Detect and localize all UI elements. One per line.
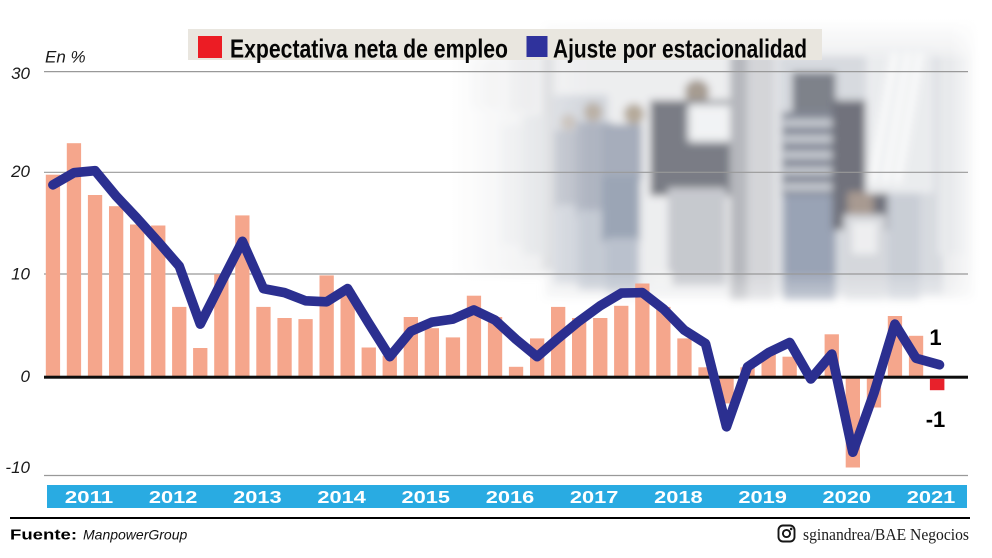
svg-text:2019: 2019 <box>738 487 787 507</box>
svg-text:2011: 2011 <box>65 487 114 507</box>
svg-text:2020: 2020 <box>823 487 872 507</box>
svg-text:2017: 2017 <box>570 487 619 507</box>
svg-text:1: 1 <box>929 325 941 350</box>
svg-text:10: 10 <box>11 265 30 284</box>
svg-text:Ajuste por estacionalidad: Ajuste por estacionalidad <box>553 33 807 63</box>
svg-text:Expectativa neta de empleo: Expectativa neta de empleo <box>230 33 508 63</box>
svg-text:2016: 2016 <box>486 487 535 507</box>
svg-text:0: 0 <box>21 367 31 386</box>
svg-text:30: 30 <box>11 64 30 83</box>
svg-text:2014: 2014 <box>317 487 366 507</box>
svg-text:En %: En % <box>45 48 86 67</box>
svg-text:2013: 2013 <box>233 487 282 507</box>
svg-text:2012: 2012 <box>149 487 198 507</box>
svg-text:-1: -1 <box>926 407 946 432</box>
svg-text:2021: 2021 <box>907 487 956 507</box>
svg-text:ManpowerGroup: ManpowerGroup <box>83 527 187 543</box>
svg-text:2015: 2015 <box>402 487 451 507</box>
svg-text:-10: -10 <box>5 458 30 477</box>
svg-text:sginandrea/BAE Negocios: sginandrea/BAE Negocios <box>803 525 969 544</box>
svg-text:2018: 2018 <box>654 487 703 507</box>
svg-text:Fuente:: Fuente: <box>10 528 77 544</box>
svg-text:20: 20 <box>10 162 30 181</box>
